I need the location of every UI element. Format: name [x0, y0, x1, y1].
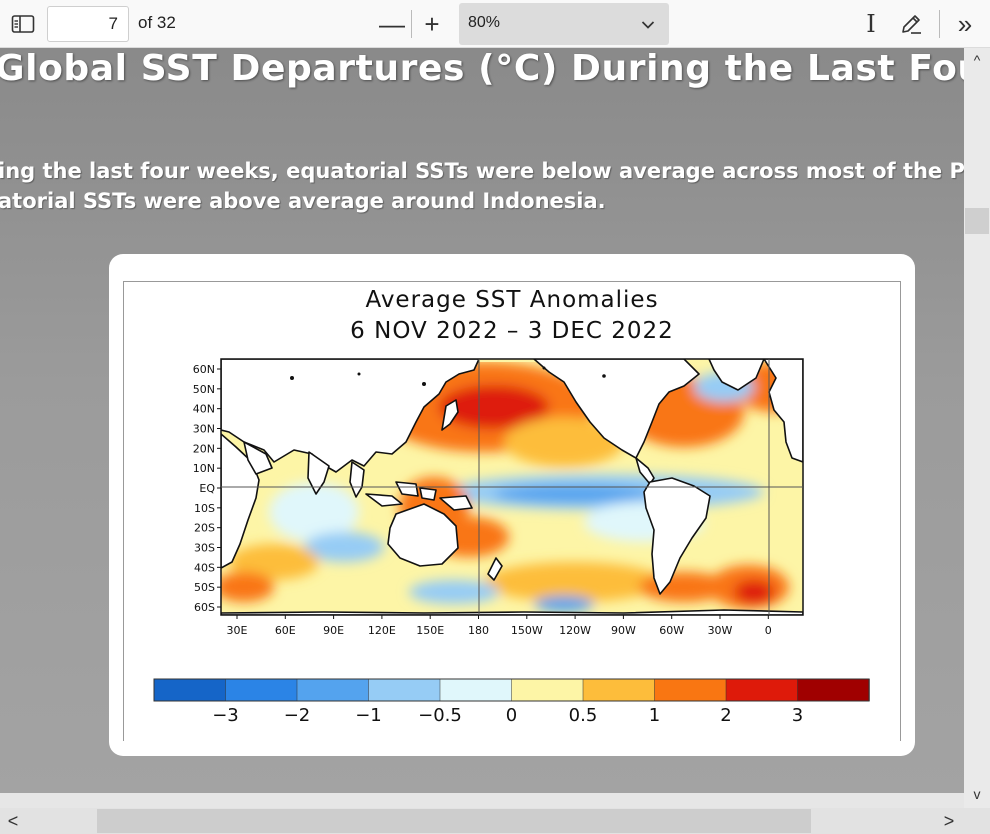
colorbar-tick-label: 2: [720, 705, 731, 726]
chevron-down-icon: [641, 17, 655, 35]
longitude-label: 120W: [559, 624, 591, 637]
zoom-out-button[interactable]: —: [379, 8, 405, 39]
colorbar-tick-label: −2: [284, 705, 311, 726]
latitude-label: 60S: [194, 601, 215, 614]
longitude-label: 0: [765, 624, 772, 637]
toolbar-divider: [939, 10, 940, 38]
slide-body-text: atorial SSTs were above average around I…: [0, 189, 606, 213]
vertical-scrollbar[interactable]: ^ v: [964, 48, 990, 808]
colorbar-swatch: [225, 678, 298, 702]
colorbar-tick-label: 1: [649, 705, 660, 726]
latitude-label: 20S: [194, 522, 215, 535]
colorbar-swatch: [368, 678, 441, 702]
longitude-label: 60E: [275, 624, 296, 637]
longitude-label: 30W: [708, 624, 733, 637]
longitude-axis: 30E 60E 90E 120E 150E 180 150W 120W 90W 60W 30W 0: [227, 615, 772, 637]
colorbar-swatch: [582, 678, 656, 702]
pdf-page: Global SST Departures (°C) During the La…: [0, 48, 964, 793]
zoom-in-button[interactable]: +: [424, 8, 440, 39]
latitude-label: 60N: [193, 363, 215, 376]
latitude-label: 10N: [193, 462, 215, 475]
scroll-right-icon[interactable]: >: [943, 811, 955, 831]
longitude-label: 90E: [323, 624, 344, 637]
horizontal-scrollbar[interactable]: < >: [0, 808, 990, 834]
colorbar-swatch: [725, 678, 799, 702]
colorbar-tick-label: 0.5: [569, 705, 598, 726]
zoom-level-dropdown[interactable]: 80%: [459, 3, 669, 45]
slide-body-text: ing the last four weeks, equatorial SSTs…: [0, 159, 964, 183]
colorbar: −3 −2 −1 −0.5 0 0.5 1 2 3: [153, 678, 870, 726]
longitude-label: 30E: [227, 624, 248, 637]
document-viewport: Global SST Departures (°C) During the La…: [0, 48, 964, 808]
scroll-left-icon[interactable]: <: [7, 811, 19, 831]
latitude-label: 40N: [193, 403, 215, 416]
longitude-label: 60W: [659, 624, 684, 637]
islands: [290, 366, 606, 386]
scroll-down-icon[interactable]: v: [973, 786, 981, 802]
latitude-label: 30N: [193, 423, 215, 436]
latitude-label: 40S: [194, 561, 215, 574]
horizontal-scroll-thumb[interactable]: [97, 809, 811, 833]
longitude-label: 150E: [416, 624, 444, 637]
sidebar-toggle-icon[interactable]: [6, 10, 40, 38]
colorbar-frame: [153, 678, 870, 702]
page-number-input[interactable]: [47, 6, 129, 42]
colorbar-swatch: [511, 678, 584, 702]
sst-anomaly-map: 60N 50N 40N 30N 20N 10N EQ 10S 20S 30S 40S 50S 60S 3…: [153, 358, 870, 726]
latitude-label: 20N: [193, 442, 215, 455]
chart-date-range: 6 NOV 2022 – 3 DEC 2022: [350, 318, 674, 344]
more-tools-button[interactable]: »: [957, 8, 973, 39]
colorbar-tick-label: 0: [506, 705, 517, 726]
scroll-up-icon[interactable]: ^: [973, 52, 981, 68]
page-total-label: of 32: [138, 13, 176, 32]
longitude-label: 150W: [511, 624, 543, 637]
text-select-button[interactable]: I: [866, 10, 876, 38]
sst-anomaly-figure: Average SST Anomalies 6 NOV 2022 – 3 DEC…: [123, 281, 901, 741]
longitude-label: 120E: [368, 624, 396, 637]
longitude-label: 180: [468, 624, 489, 637]
pen-icon[interactable]: [897, 9, 925, 39]
vertical-scroll-thumb[interactable]: [965, 208, 989, 234]
colorbar-swatch: [654, 678, 727, 702]
colorbar-swatch: [439, 678, 513, 702]
latitude-label: 30S: [194, 542, 215, 555]
longitude-label: 90W: [611, 624, 636, 637]
latitude-label: 50N: [193, 383, 215, 396]
colorbar-tick-label: 3: [792, 705, 803, 726]
colorbar-tick-label: −0.5: [418, 705, 462, 726]
figure-card: Average SST Anomalies 6 NOV 2022 – 3 DEC…: [109, 254, 915, 756]
pdf-toolbar: of 32 — + 80% I »: [0, 0, 990, 48]
latitude-label: 50S: [194, 581, 215, 594]
latitude-axis: 60N 50N 40N 30N 20N 10N EQ 10S 20S 30S 40S 50S 60S: [193, 363, 221, 614]
colorbar-tick-label: −3: [212, 705, 239, 726]
continents: [221, 359, 803, 615]
latitude-label: 10S: [194, 502, 215, 515]
zoom-level-value: 80%: [468, 14, 501, 31]
chart-title: Average SST Anomalies: [365, 287, 659, 313]
colorbar-tick-label: −1: [355, 705, 382, 726]
slide-title: Global SST Departures (°C) During the La…: [0, 48, 964, 89]
colorbar-swatch: [797, 678, 870, 702]
toolbar-divider: [411, 10, 412, 38]
latitude-label: EQ: [199, 482, 215, 495]
colorbar-swatch: [296, 678, 370, 702]
colorbar-swatch: [153, 678, 227, 702]
